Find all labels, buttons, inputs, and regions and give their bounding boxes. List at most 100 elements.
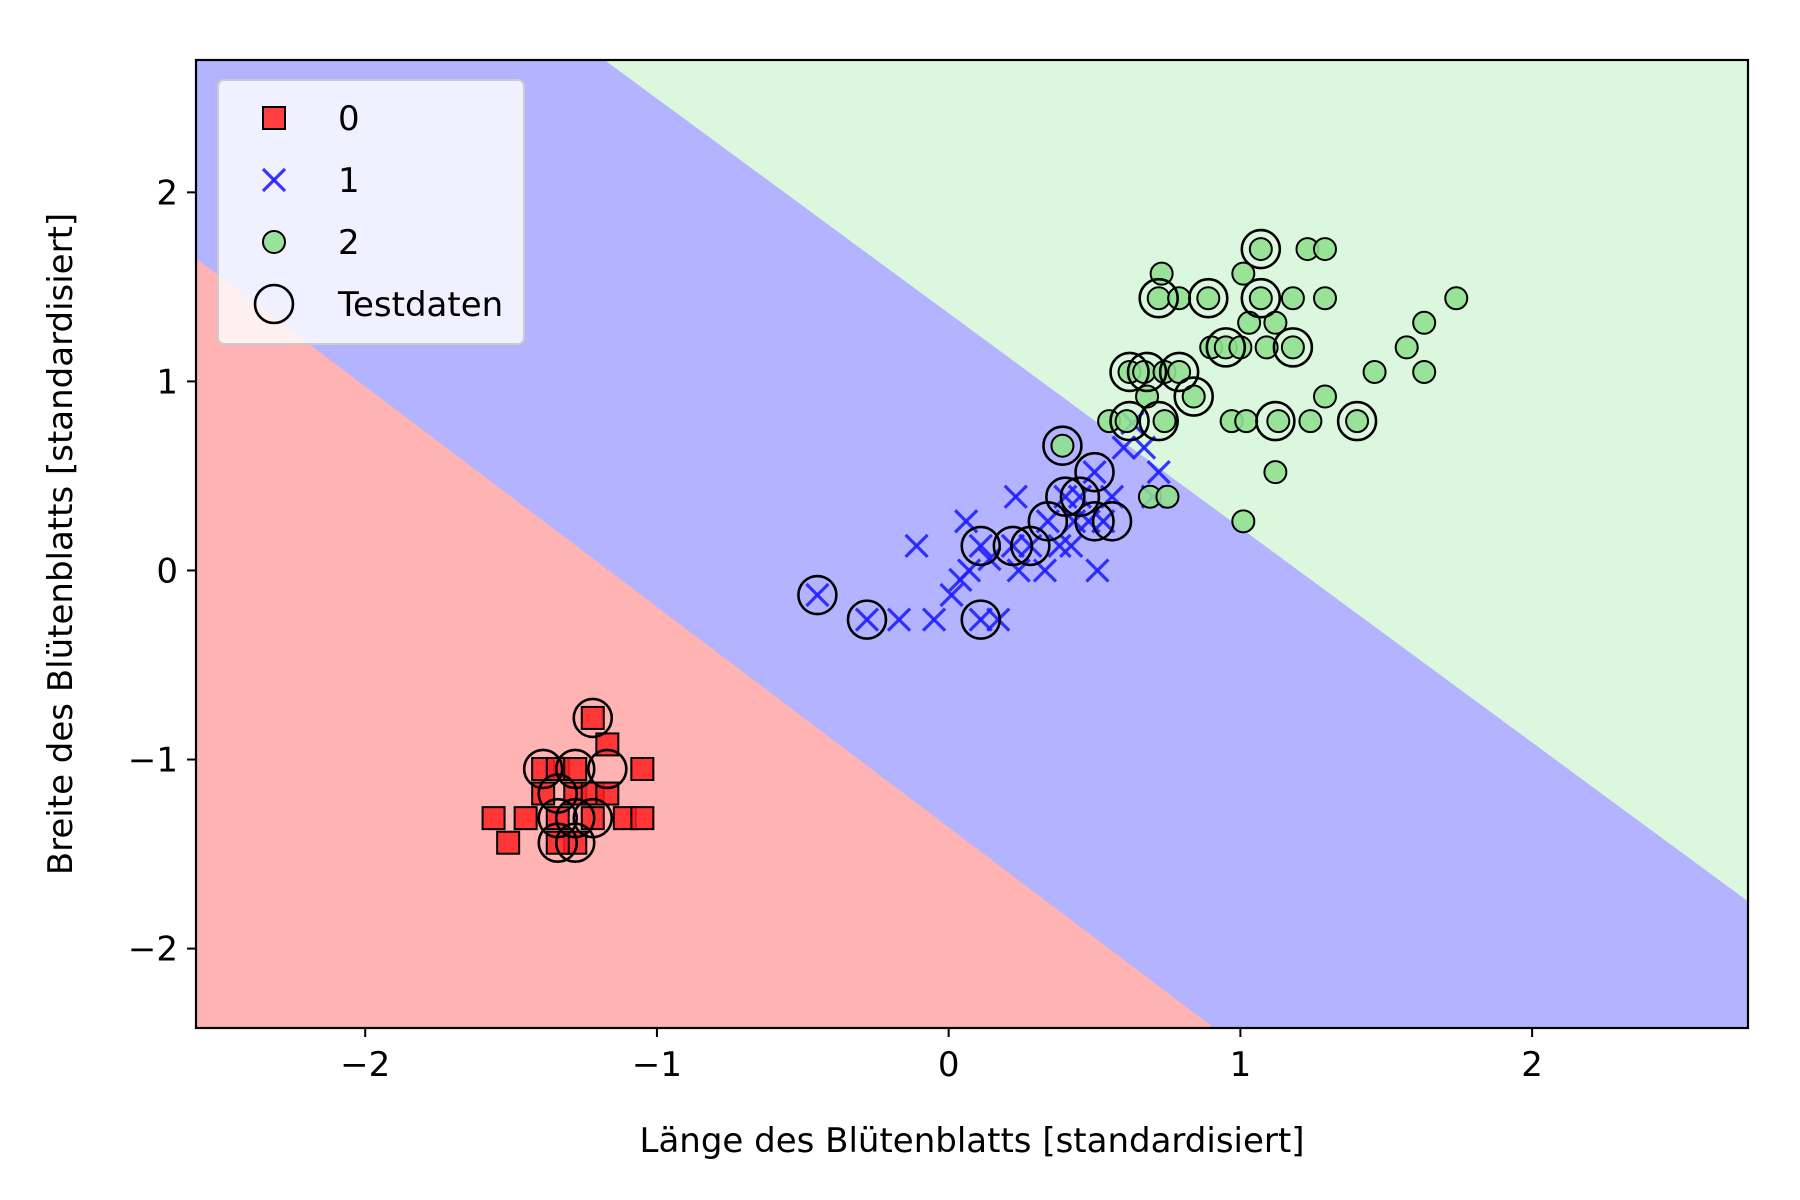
test-point (1042, 425, 1083, 466)
legend-box (217, 79, 525, 345)
y-tick-label: 2 (156, 173, 178, 213)
class-1-point (939, 582, 964, 608)
legend-label: 2 (338, 223, 360, 263)
test-point (1255, 400, 1296, 442)
class-2-point (1312, 384, 1337, 409)
y-tick-label: −1 (128, 741, 178, 781)
class-1-point (886, 607, 912, 632)
class-0-point (563, 756, 588, 781)
class-2-point (1444, 286, 1469, 311)
class-2-point (1266, 409, 1291, 434)
class-0-point (496, 830, 521, 855)
class-2-point (1228, 335, 1253, 360)
x-tick-label: −2 (340, 1045, 390, 1085)
class-1-point (1131, 435, 1157, 460)
x-tick-label: −1 (632, 1045, 682, 1085)
class-1-point (968, 533, 993, 559)
class-2-point (1345, 409, 1370, 434)
class-2-point (1394, 335, 1419, 360)
class-2-point (1412, 310, 1437, 335)
class-2-point (1234, 409, 1259, 434)
legend-label: Testdaten (337, 285, 503, 325)
legend-marker-class-2-point (262, 230, 286, 254)
test-point (960, 599, 1002, 640)
y-tick-label: 0 (156, 551, 178, 591)
y-tick-label: 1 (156, 362, 178, 402)
class-2-point (1114, 409, 1139, 434)
test-point (1045, 476, 1086, 518)
test-point (1126, 351, 1168, 393)
legend-label: 0 (338, 99, 360, 139)
class-2-point (1152, 409, 1177, 434)
class-1-point (1000, 533, 1025, 559)
test-point (1138, 400, 1180, 442)
legend-item: Testdaten (253, 283, 503, 325)
test-point (572, 697, 614, 739)
test-point (1336, 400, 1378, 442)
test-point (1109, 351, 1150, 393)
class-2-point (1362, 359, 1387, 384)
class-0-point (630, 756, 655, 781)
class-2-point (1312, 237, 1337, 262)
legend-marker-test-point (253, 283, 295, 325)
test-point (1240, 228, 1282, 270)
class-1-point (1085, 558, 1110, 583)
class-0-point (580, 705, 605, 730)
test-point (846, 599, 888, 640)
class-1-point (1146, 460, 1171, 485)
class-1-point (921, 607, 947, 632)
legend-item: 0 (262, 99, 360, 139)
test-point (1091, 501, 1133, 542)
x-axis-label: Länge des Blütenblatts [standardisiert] (640, 1121, 1305, 1161)
class-1-point (1003, 484, 1028, 509)
region-class-2 (604, 60, 1748, 902)
axis-ticks: −2 −1 0 1 2 −2 −1 0 1 2 (128, 173, 1543, 1085)
class-2-point (1280, 335, 1305, 360)
class-2-point (1237, 310, 1262, 335)
test-point (1272, 327, 1314, 368)
class-0-point (630, 806, 655, 831)
legend-item: 1 (261, 161, 360, 201)
decision-regions (196, 60, 1748, 1028)
test-point (1205, 327, 1247, 368)
test-point (1074, 501, 1115, 542)
class-2-point (1231, 509, 1256, 534)
test-point (960, 525, 1002, 567)
class-0-point (513, 806, 538, 831)
x-tick-label: 0 (938, 1045, 960, 1085)
class-2-point (1263, 460, 1288, 485)
legend-label: 1 (338, 161, 360, 201)
class-2-point (1298, 409, 1323, 434)
x-tick-label: 1 (1230, 1045, 1252, 1085)
test-point (587, 748, 628, 790)
region-class-0 (196, 258, 1215, 1028)
test-point (554, 822, 596, 864)
test-point (992, 525, 1034, 567)
test-point (1240, 277, 1282, 319)
y-axis-label: Breite des Blütenblatts [standardisiert] (41, 213, 81, 875)
x-tick-label: 2 (1521, 1045, 1543, 1085)
class-1-point (968, 607, 993, 632)
test-point (1173, 376, 1215, 417)
class-1-point (977, 546, 1002, 572)
legend: 0 1 2 Testdaten (217, 79, 525, 345)
class-1-point (854, 607, 880, 632)
class-1-point (986, 607, 1011, 632)
class-2-point (1231, 261, 1256, 286)
test-point (1059, 476, 1101, 518)
class-2-point (1280, 286, 1305, 311)
class-2-point (1196, 286, 1221, 311)
test-point (537, 822, 579, 864)
class-2-point (1312, 286, 1337, 311)
test-point (522, 748, 564, 790)
legend-item: 2 (262, 223, 360, 263)
test-point (1138, 277, 1180, 319)
test-point (1109, 400, 1150, 442)
class-2-point (1254, 335, 1279, 360)
class-2-point (1050, 433, 1075, 458)
class-2-point (1155, 484, 1180, 509)
class-2-point (1248, 237, 1273, 262)
test-point (1158, 351, 1200, 393)
class-2-point (1167, 286, 1192, 311)
